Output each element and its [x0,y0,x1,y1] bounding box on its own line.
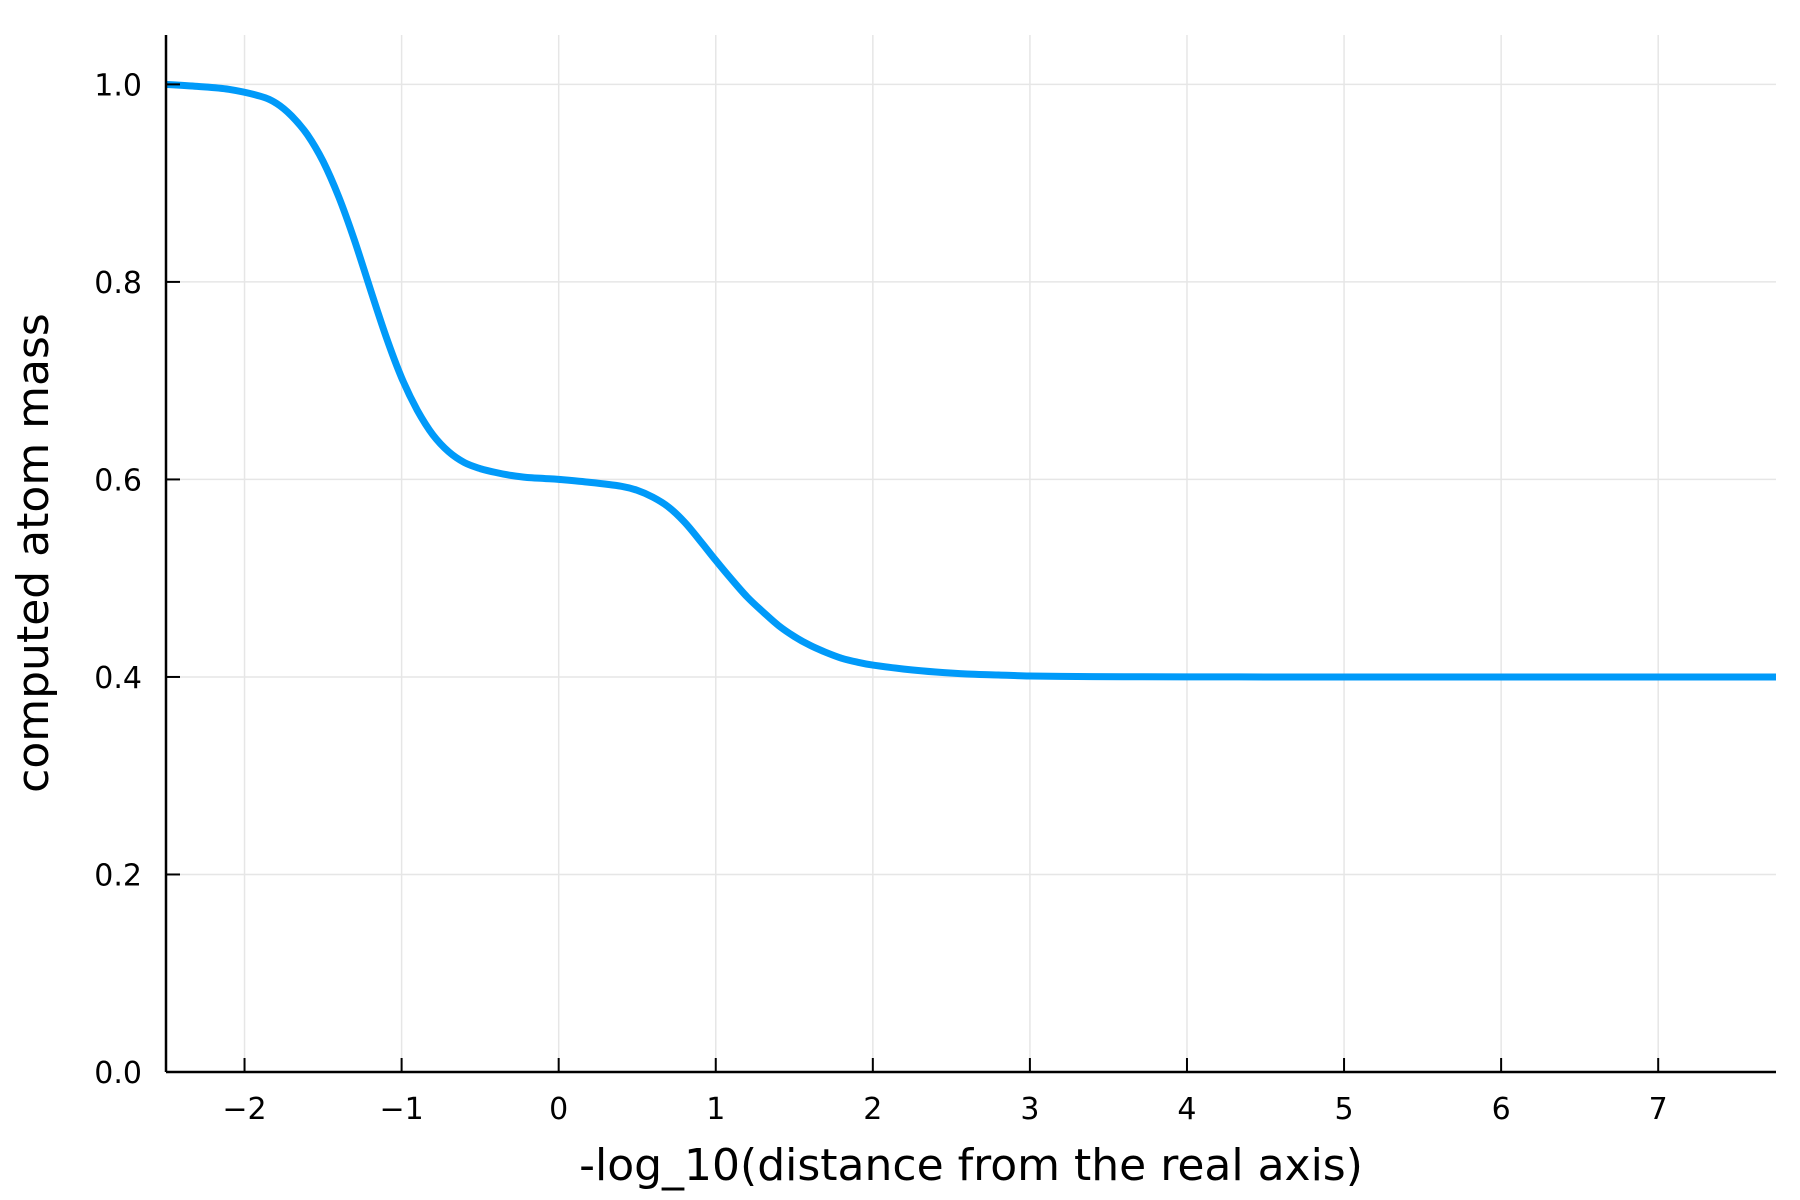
x-tick-label: −2 [222,1092,266,1127]
axes [164,35,1776,1074]
x-ticks: −2 −1 0 1 2 3 4 5 6 7 [222,1058,1668,1127]
x-tick-label: −1 [379,1092,423,1127]
y-tick-label: 0.2 [94,858,142,893]
x-tick-label: 0 [549,1092,568,1127]
y-tick-label: 0.0 [94,1056,142,1091]
x-axis-title: -log_10(distance from the real axis) [579,1140,1363,1191]
y-axis-title: computed atom mass [8,313,59,793]
y-tick-label: 0.6 [94,463,142,498]
x-tick-label: 5 [1335,1092,1354,1127]
y-ticks: 0.0 0.2 0.4 0.6 0.8 1.0 [94,68,180,1091]
x-tick-label: 6 [1492,1092,1511,1127]
y-tick-label: 0.8 [94,266,142,301]
x-tick-label: 7 [1649,1092,1668,1127]
x-tick-label: 3 [1020,1092,1039,1127]
x-tick-label: 4 [1177,1092,1196,1127]
x-tick-label: 2 [863,1092,882,1127]
y-tick-label: 0.4 [94,661,142,696]
series-layer [165,80,1776,681]
y-tick-label: 1.0 [94,68,142,103]
grid [166,35,1776,1073]
series-line [165,80,1776,681]
x-tick-label: 1 [706,1092,725,1127]
